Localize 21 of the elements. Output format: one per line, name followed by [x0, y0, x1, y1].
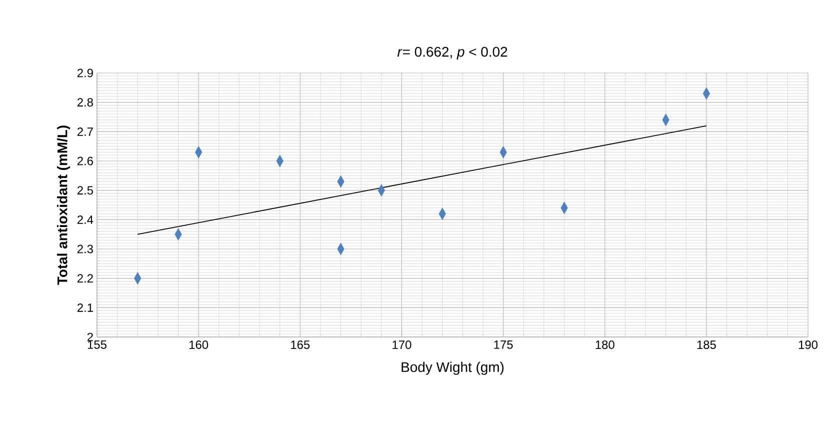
y-tick-label: 2 — [87, 332, 93, 342]
x-tick-label: 175 — [494, 340, 513, 349]
x-tick-label: 170 — [392, 340, 412, 349]
x-tick-label: 180 — [596, 340, 614, 349]
y-tick-label: 2.1 — [77, 303, 93, 312]
y-tick-label: 2.4 — [77, 215, 94, 224]
x-tick-label: 165 — [291, 340, 310, 349]
y-tick-label: 2.7 — [77, 127, 93, 136]
y-axis-title: Total antioxidant (mM/L) — [57, 126, 70, 285]
x-tick-label: 185 — [697, 340, 716, 349]
y-tick-label: 2.6 — [77, 156, 93, 166]
x-axis-title: Body Wight (gm) — [402, 362, 504, 375]
y-tick-label: 2.2 — [77, 274, 93, 282]
x-tick-label: 190 — [798, 340, 818, 349]
y-tick-label: 2.9 — [77, 68, 93, 78]
y-tick-label: 2.3 — [77, 244, 93, 254]
x-tick-label: 160 — [190, 340, 208, 349]
y-tick-label: 2.8 — [77, 98, 93, 107]
y-tick-label: 2.5 — [77, 186, 93, 195]
x-tick-label: 155 — [88, 340, 106, 349]
chart-title: r= 0.662, p < 0.02 — [397, 46, 508, 60]
